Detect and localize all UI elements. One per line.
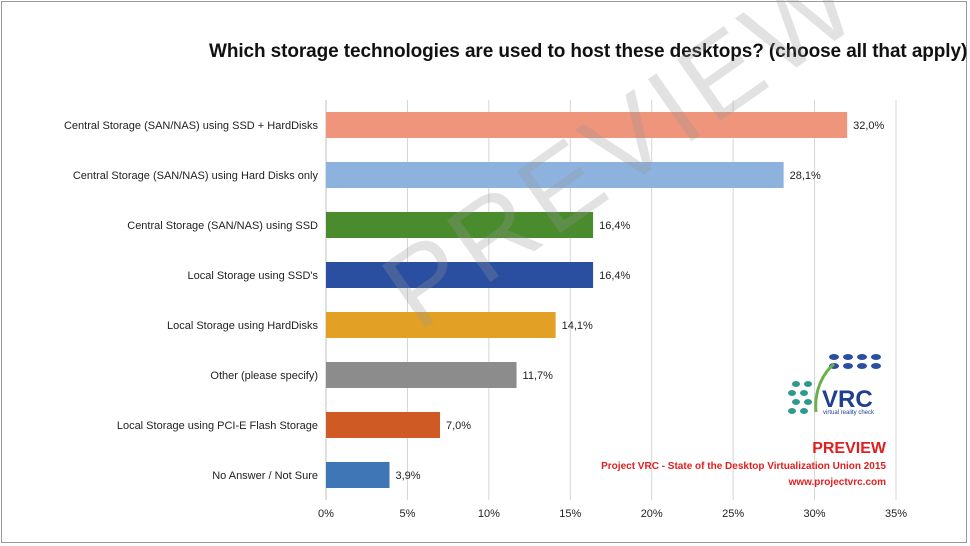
value-labels: 32,0% 28,1% 16,4% 16,4% 14,1% 11,7% 7,0% 3,9% [396,120,885,482]
bar [326,262,594,288]
bars [326,112,848,488]
value-label: 28,1% [790,170,821,182]
bar [326,312,556,338]
value-label: 32,0% [853,120,884,132]
value-label: 11,7% [523,370,554,382]
chart-title: Which storage technologies are used to h… [209,41,968,62]
category-label: Local Storage using PCI-E Flash Storage [117,420,318,432]
bar [326,462,390,488]
bar [326,162,784,188]
x-tick-label: 15% [559,508,581,520]
category-label: Central Storage (SAN/NAS) using Hard Dis… [73,170,319,182]
value-label: 16,4% [599,270,630,282]
category-label: Central Storage (SAN/NAS) using SSD + Ha… [64,120,319,132]
preview-label: PREVIEW [812,440,886,457]
bar [326,412,440,438]
category-label: Central Storage (SAN/NAS) using SSD [127,220,318,232]
bar [326,212,594,238]
value-label: 3,9% [396,470,421,482]
value-label: 14,1% [562,320,593,332]
value-label: 16,4% [599,220,630,232]
x-tick-label: 5% [399,508,415,520]
x-tick-label: 20% [641,508,663,520]
x-tick-label: 10% [478,508,500,520]
category-label: Local Storage using HardDisks [167,320,319,332]
category-label: Local Storage using SSD's [187,270,318,282]
x-tick-label: 35% [885,508,907,520]
vrc-logo-icon [788,354,881,414]
project-label: Project VRC - State of the Desktop Virtu… [601,461,886,472]
x-tick-labels: 0% 5% 10% 15% 20% 25% 30% 35% [318,508,907,520]
category-label: No Answer / Not Sure [212,470,318,482]
logo-text: VRC [822,386,873,413]
x-tick-label: 30% [804,508,826,520]
category-label: Other (please specify) [210,370,318,382]
bar [326,112,848,138]
x-tick-label: 0% [318,508,334,520]
value-label: 7,0% [446,420,471,432]
x-tick-label: 25% [722,508,744,520]
logo-subtext: virtual reality check [823,410,875,416]
bar [326,362,517,388]
category-labels: Central Storage (SAN/NAS) using SSD + Ha… [64,120,319,482]
project-url: www.projectvrc.com [788,477,886,488]
